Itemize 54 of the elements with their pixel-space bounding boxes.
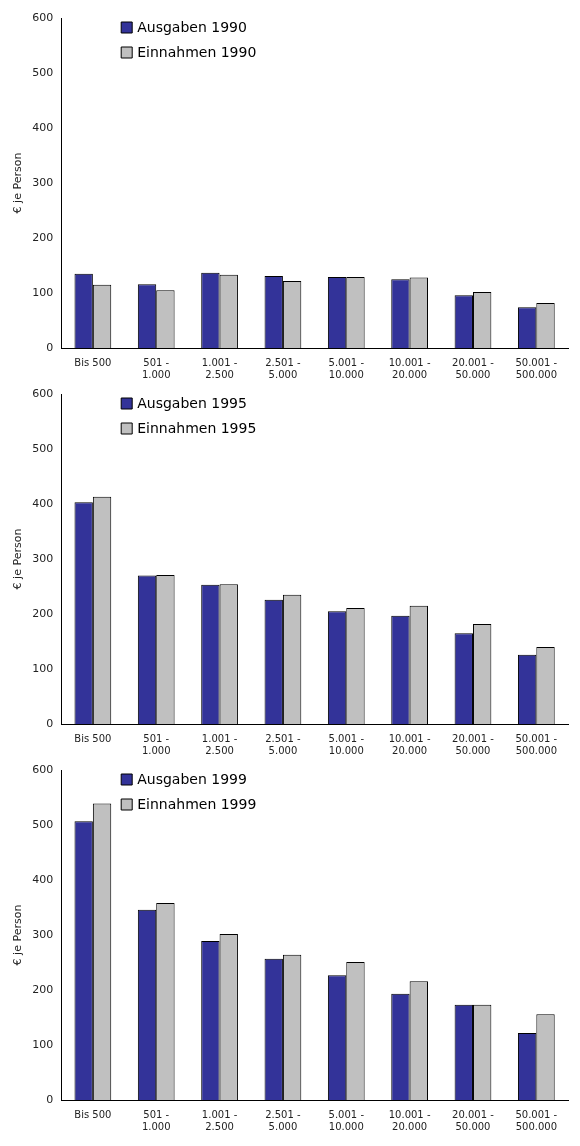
legend-label: Ausgaben 1999 (137, 770, 247, 787)
y-tick-label: 300 (32, 927, 54, 941)
y-tick-label: 300 (32, 175, 54, 189)
x-tick-label: 50.001 - 500.000 (515, 732, 558, 756)
x-tick-label: 501 - 1.000 (141, 732, 171, 756)
x-tick-label: 10.001 - 20.000 (388, 356, 431, 380)
x-tick-label: 20.001 - 50.000 (452, 356, 495, 380)
x-tick-label: 50.001 - 500.000 (515, 356, 558, 380)
y-tick-label: 300 (32, 551, 54, 565)
legend-label: Ausgaben 1995 (137, 394, 247, 411)
y-tick-label: 200 (32, 606, 54, 620)
y-tick-label: 600 (32, 10, 54, 24)
y-axis-title: € je Person (11, 528, 25, 590)
y-tick-label: 400 (32, 120, 54, 134)
x-tick-label: Bis 500 (74, 356, 112, 368)
x-tick-label: 1.001 - 2.500 (201, 732, 238, 756)
y-tick-label: 100 (32, 285, 54, 299)
y-tick-label: 0 (46, 716, 54, 730)
x-tick-label: 20.001 - 50.000 (452, 1108, 495, 1132)
y-tick-label: 500 (32, 817, 54, 831)
y-tick-label: 0 (46, 1092, 54, 1106)
legend-label: Ausgaben 1990 (137, 18, 247, 35)
y-tick-label: 600 (32, 762, 54, 776)
x-tick-label: 20.001 - 50.000 (452, 732, 495, 756)
x-tick-label: 2.501 - 5.000 (265, 356, 302, 380)
x-tick-label: 10.001 - 20.000 (388, 732, 431, 756)
x-tick-label: 1.001 - 2.500 (201, 1108, 238, 1132)
x-tick-label: Bis 500 (74, 1108, 112, 1120)
x-tick-label: 2.501 - 5.000 (265, 732, 302, 756)
y-axis-title: € je Person (11, 904, 25, 966)
y-tick-label: 500 (32, 441, 54, 455)
y-tick-label: 0 (46, 340, 54, 354)
y-tick-label: 400 (32, 872, 54, 886)
legend-label: Einnahmen 1990 (137, 43, 257, 60)
y-tick-label: 200 (32, 230, 54, 244)
legend-label: Einnahmen 1995 (137, 419, 257, 436)
x-tick-label: 501 - 1.000 (141, 356, 171, 380)
y-tick-label: 600 (32, 386, 54, 400)
x-tick-label: 10.001 - 20.000 (388, 1108, 431, 1132)
x-tick-label: 5.001 - 10.000 (328, 732, 365, 756)
y-tick-label: 100 (32, 1037, 54, 1051)
y-axis-title: € je Person (11, 152, 25, 214)
x-tick-label: 501 - 1.000 (141, 1108, 171, 1132)
x-tick-label: 5.001 - 10.000 (328, 356, 365, 380)
x-tick-label: 2.501 - 5.000 (265, 1108, 302, 1132)
y-tick-label: 400 (32, 496, 54, 510)
x-tick-label: Bis 500 (74, 732, 112, 744)
y-tick-label: 100 (32, 661, 54, 675)
legend-label: Einnahmen 1999 (137, 795, 257, 812)
x-tick-label: 1.001 - 2.500 (201, 356, 238, 380)
y-tick-label: 200 (32, 982, 54, 996)
x-tick-label: 50.001 - 500.000 (515, 1108, 558, 1132)
x-tick-label: 5.001 - 10.000 (328, 1108, 365, 1132)
y-tick-label: 500 (32, 65, 54, 79)
